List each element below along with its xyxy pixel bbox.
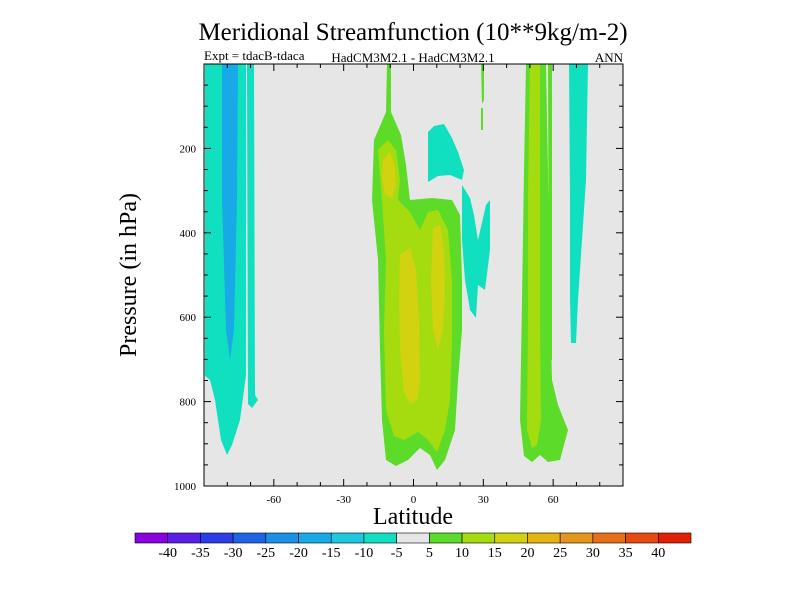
colorbar-swatch bbox=[494, 532, 528, 544]
chart-title: Meridional Streamfunction (10**9kg/m-2) bbox=[198, 19, 627, 46]
y-tick-label: 200 bbox=[180, 143, 197, 155]
colorbar bbox=[134, 532, 692, 544]
contour-equator-neg-north bbox=[462, 185, 490, 318]
colorbar-swatch bbox=[265, 532, 299, 544]
colorbar-swatch bbox=[625, 532, 659, 544]
colorbar-label: -40 bbox=[158, 546, 177, 561]
y-tick-label: 400 bbox=[180, 228, 197, 240]
y-axis-label: Pressure (in hPa) bbox=[116, 193, 142, 357]
colorbar-label: 25 bbox=[553, 546, 567, 561]
colorbar-swatch bbox=[559, 532, 594, 544]
colorbar-label: 10 bbox=[455, 546, 469, 561]
y-tick-label: 600 bbox=[180, 312, 197, 324]
colorbar-swatch bbox=[298, 532, 332, 544]
colorbar-label: 30 bbox=[586, 546, 600, 561]
colorbar-label: 5 bbox=[426, 546, 433, 561]
x-tick-label: -30 bbox=[336, 494, 351, 506]
colorbar-swatch bbox=[527, 532, 561, 544]
colorbar-swatch bbox=[330, 532, 365, 544]
x-axis-label: Latitude bbox=[373, 504, 453, 530]
colorbar-swatch bbox=[200, 532, 234, 544]
colorbar-label: 20 bbox=[520, 546, 534, 561]
contour-tropics-upper-peak bbox=[382, 152, 396, 198]
contour-south-core bbox=[222, 64, 238, 360]
colorbar-label: -5 bbox=[391, 546, 403, 561]
contour-tropics-peak-south bbox=[399, 248, 420, 404]
colorbar-swatch bbox=[232, 532, 267, 544]
colorbar-labels: -40 -35 -30 -25 -20 -15 -10 -5 5 10 15 20 25 30 35 40 bbox=[158, 546, 665, 561]
contour-thin-line-30N bbox=[481, 64, 484, 104]
colorbar-label: 15 bbox=[488, 546, 502, 561]
colorbar-label: -15 bbox=[322, 546, 341, 561]
contour-tropics-peak-north bbox=[431, 225, 445, 350]
colorbar-swatch bbox=[429, 532, 463, 544]
x-tick-label: -60 bbox=[266, 494, 281, 506]
contour-north-outer-strip bbox=[548, 64, 552, 360]
colorbar-swatch bbox=[396, 532, 430, 544]
colorbar-label: 35 bbox=[619, 546, 633, 561]
y-tick-label: 1000 bbox=[174, 481, 197, 493]
colorbar-swatch bbox=[167, 532, 201, 544]
contour-north-core bbox=[527, 64, 541, 448]
colorbar-label: -20 bbox=[289, 546, 308, 561]
colorbar-swatch bbox=[363, 532, 397, 544]
y-tick-label: 800 bbox=[180, 397, 197, 409]
colorbar-swatch bbox=[134, 532, 169, 544]
colorbar-swatch bbox=[461, 532, 496, 544]
colorbar-label: -35 bbox=[191, 546, 210, 561]
subtitle-experiment: Expt = tdacB-tdaca bbox=[204, 48, 305, 63]
contour-thin-line-30N-b bbox=[481, 108, 483, 130]
colorbar-swatch bbox=[592, 532, 626, 544]
colorbar-label: -10 bbox=[355, 546, 374, 561]
colorbar-label: -25 bbox=[256, 546, 275, 561]
x-tick-label: 0 bbox=[411, 494, 417, 506]
colorbar-label: -30 bbox=[224, 546, 243, 561]
colorbar-swatch bbox=[657, 532, 692, 544]
x-tick-label: 60 bbox=[548, 494, 560, 506]
contour-south-outer-strip bbox=[247, 64, 258, 408]
subtitle-models: HadCM3M2.1 - HadCM3M2.1 bbox=[331, 50, 494, 65]
x-tick-label: 30 bbox=[478, 494, 490, 506]
contour-north-neg bbox=[569, 64, 588, 343]
colorbar-label: 40 bbox=[651, 546, 665, 561]
contour-equator-upper-neg bbox=[428, 124, 464, 182]
subtitle-period: ANN bbox=[595, 50, 624, 65]
